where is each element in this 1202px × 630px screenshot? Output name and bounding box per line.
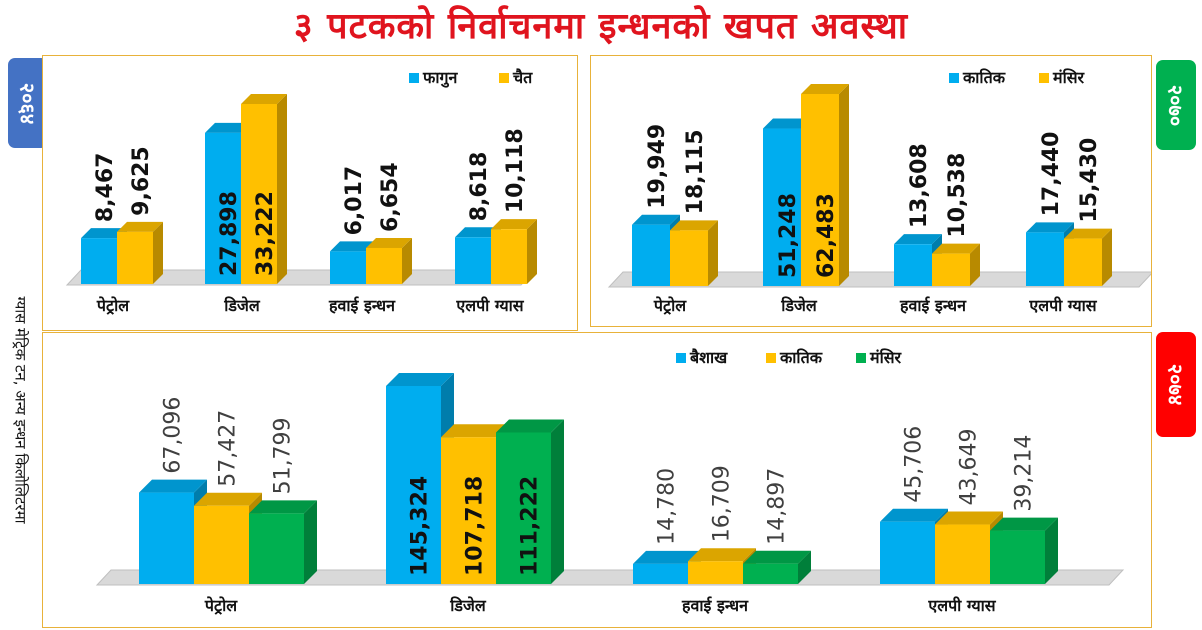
- data-label: 51,799: [271, 417, 296, 494]
- data-label: 6,017: [342, 166, 367, 236]
- data-label: 51,248: [776, 193, 801, 278]
- chart-floor: [607, 271, 1151, 288]
- legend-swatch: [856, 353, 866, 363]
- category-label: डिजेल: [780, 296, 818, 315]
- legend-swatch: [499, 73, 509, 83]
- year-badge-2070: २०७०: [1156, 60, 1196, 150]
- data-label: 111,222: [518, 476, 543, 576]
- page-title: ३ पटकको निर्वाचनमा इन्धनको खपत अवस्था: [293, 6, 909, 47]
- legend-swatch: [949, 73, 959, 83]
- data-label: 107,718: [463, 476, 488, 576]
- chart-2070: कातिक मंसिर 19,949 18,115 पेट्रोल 51,248 62,48…: [607, 68, 1151, 315]
- data-label: 43,649: [957, 429, 982, 506]
- category-label: हवाई इन्धन: [328, 296, 396, 315]
- data-label: 45,706: [902, 426, 927, 503]
- category-label: पेट्रोल: [653, 296, 687, 315]
- data-label: 10,538: [945, 153, 970, 238]
- chart-panel-2074: बैशाख कातिक मंसिर 67,096 57,427 51,799 पेट्रोल…: [42, 332, 1152, 628]
- data-label: 6,654: [378, 162, 403, 232]
- category-label: एलपी ग्यास: [927, 596, 996, 615]
- data-label: 13,608: [907, 143, 932, 228]
- chart-floor: [95, 569, 1125, 586]
- data-label: 9,625: [129, 146, 154, 216]
- chart-2074: बैशाख कातिक मंसिर 67,096 57,427 51,799 पेट्रोल…: [95, 348, 1125, 615]
- category-label: पेट्रोल: [96, 296, 130, 315]
- category-label: हवाई इन्धन: [899, 296, 967, 315]
- bar: [932, 243, 980, 286]
- data-label: 27,898: [217, 191, 242, 276]
- legend-swatch: [766, 353, 776, 363]
- bar: [496, 419, 564, 584]
- category-label: डिजेल: [449, 596, 487, 615]
- bar: [366, 237, 412, 284]
- legend-label: चैत: [512, 68, 533, 87]
- chart-2064: फागुन चैत 8,467 9,625 पेट्रोल 27,898 33,222 डिज…: [65, 68, 537, 315]
- y-axis-label: ग्यास मेट्रिक टन, अन्य इन्धन किलोलिटरमा: [12, 296, 30, 524]
- bar: [241, 94, 287, 284]
- data-label: 33,222: [253, 191, 278, 276]
- bar: [990, 517, 1058, 584]
- data-label: 14,897: [765, 468, 790, 545]
- chart-panel-2064: फागुन चैत 8,467 9,625 पेट्रोल 27,898 33,222 डिज…: [42, 55, 578, 331]
- legend-label: कातिक: [779, 348, 823, 367]
- legend-label: मंसिर: [1052, 68, 1086, 87]
- legend-swatch: [1039, 73, 1049, 83]
- year-badge-2064: २०६४: [8, 58, 48, 148]
- data-label: 18,115: [683, 129, 708, 214]
- category-label: एलपी ग्यास: [1028, 296, 1097, 315]
- legend-swatch: [676, 353, 686, 363]
- data-label: 67,096: [161, 397, 186, 474]
- legend-label: कातिक: [962, 68, 1006, 87]
- data-label: 14,780: [655, 468, 680, 545]
- data-label: 10,118: [503, 128, 528, 213]
- legend-label: मंसिर: [869, 348, 903, 367]
- data-label: 145,324: [408, 476, 433, 576]
- data-label: 19,949: [645, 124, 670, 209]
- category-label: एलपी ग्यास: [455, 296, 524, 315]
- category-label: पेट्रोल: [204, 596, 238, 615]
- bar: [743, 550, 811, 584]
- data-label: 62,483: [814, 193, 839, 278]
- data-label: 17,440: [1039, 132, 1064, 217]
- category-label: हवाई इन्धन: [681, 596, 749, 615]
- year-badge-2074: २०७४: [1156, 332, 1196, 437]
- legend-swatch: [409, 73, 419, 83]
- bar: [117, 221, 163, 284]
- bar: [670, 220, 718, 286]
- data-label: 39,214: [1012, 435, 1037, 512]
- category-label: डिजेल: [223, 296, 261, 315]
- data-label: 16,709: [710, 465, 735, 542]
- data-label: 8,467: [93, 153, 118, 223]
- data-label: 8,618: [467, 152, 492, 222]
- bar: [491, 219, 537, 284]
- data-label: 57,427: [216, 410, 241, 487]
- bar: [801, 84, 849, 286]
- data-label: 15,430: [1077, 138, 1102, 223]
- bar: [1064, 228, 1112, 286]
- legend-label: बैशाख: [689, 348, 728, 367]
- legend-label: फागुन: [422, 68, 458, 88]
- bar: [249, 500, 317, 584]
- chart-panel-2070: कातिक मंसिर 19,949 18,115 पेट्रोल 51,248 62,48…: [590, 55, 1152, 327]
